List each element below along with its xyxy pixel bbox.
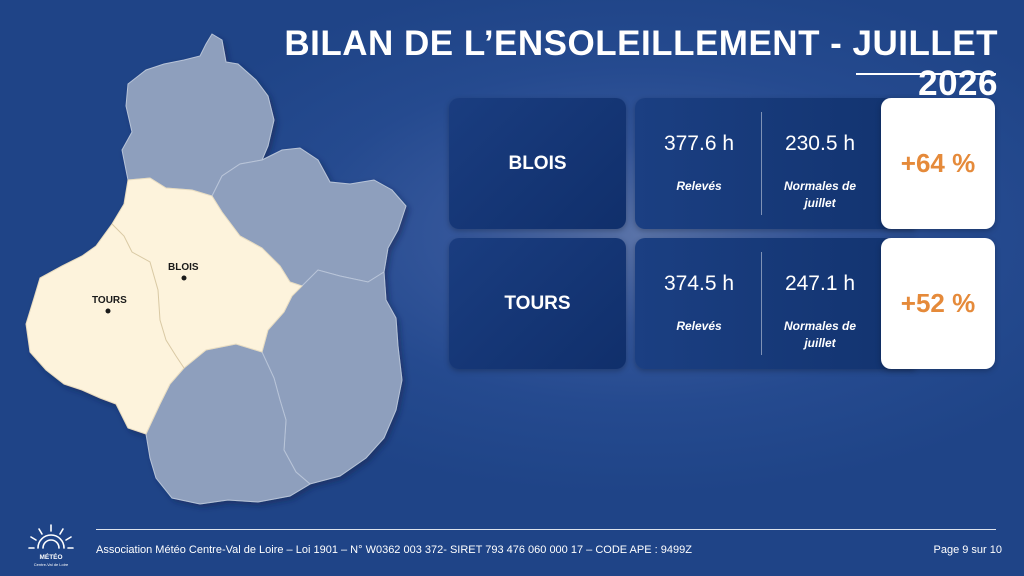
normal-label: Normales de juillet (783, 179, 857, 210)
stats-card-blois: 377.6 h Relevés 230.5 h Normales de juil… (635, 98, 915, 229)
city-card-blois: BLOIS (449, 98, 626, 229)
city-label-tours: TOURS (92, 295, 127, 306)
city-dot-tours (105, 308, 111, 314)
stats-card-tours: 374.5 h Relevés 247.1 h Normales de juil… (635, 238, 915, 369)
city-name: BLOIS (508, 152, 567, 174)
logo-subtext: Centre-Val de Loire (34, 562, 69, 567)
observed-label: Relevés (676, 319, 722, 333)
page-number: Page 9 sur 10 (933, 544, 1003, 556)
divider (761, 252, 762, 355)
observed-value: 374.5 h (663, 272, 735, 295)
normal-value: 247.1 h (784, 272, 856, 295)
divider (761, 112, 762, 215)
city-dot-blois (181, 275, 187, 281)
department-border (111, 223, 185, 369)
normal-value: 230.5 h (784, 132, 856, 155)
city-name: TOURS (504, 292, 571, 314)
delta-card-blois: +64 % (881, 98, 995, 229)
departments (25, 33, 407, 505)
page-title: BILAN DE L’ENSOLEILLEMENT - JUILLET 2026 (284, 24, 998, 103)
association-logo: MÉTÉO Centre-Val de Loire (28, 524, 74, 567)
logo-text: MÉTÉO (39, 552, 62, 561)
delta-value: +52 % (900, 288, 976, 318)
delta-value: +64 % (900, 148, 976, 178)
region-map: BLOIS TOURS (25, 33, 407, 505)
sun-icon (28, 524, 74, 549)
city-label-blois: BLOIS (168, 262, 199, 273)
city-markers: BLOIS TOURS (92, 262, 199, 314)
observed-value: 377.6 h (663, 132, 735, 155)
department-highlighted (25, 177, 303, 435)
footer-divider (96, 529, 996, 530)
city-card-tours: TOURS (449, 238, 626, 369)
title-underline (856, 73, 996, 75)
footer-legal-text: Association Météo Centre-Val de Loire – … (96, 544, 692, 556)
delta-card-tours: +52 % (881, 238, 995, 369)
normal-label: Normales de juillet (783, 319, 857, 350)
observed-label: Relevés (676, 179, 722, 193)
